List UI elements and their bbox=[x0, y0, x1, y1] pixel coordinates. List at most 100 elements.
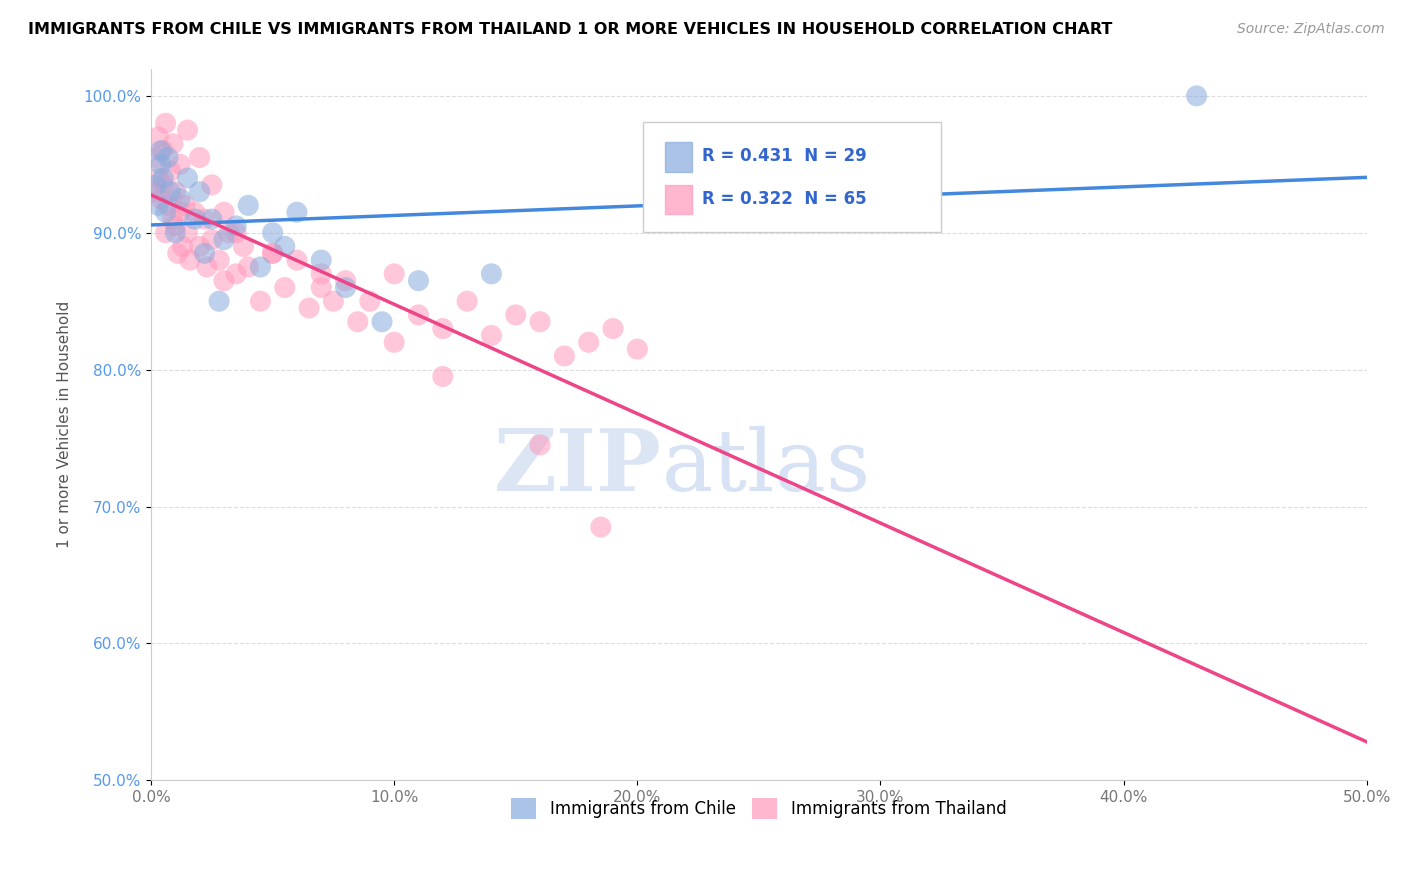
Point bbox=[578, 335, 600, 350]
Text: ZIP: ZIP bbox=[494, 425, 662, 509]
Point bbox=[201, 212, 224, 227]
Point bbox=[346, 315, 368, 329]
Point bbox=[176, 171, 198, 186]
Point bbox=[179, 253, 201, 268]
Point bbox=[371, 315, 394, 329]
Point bbox=[432, 369, 454, 384]
Point bbox=[285, 205, 308, 219]
Point bbox=[165, 185, 187, 199]
Point bbox=[238, 198, 260, 212]
Point bbox=[225, 267, 247, 281]
Point bbox=[285, 253, 308, 268]
Point bbox=[335, 280, 357, 294]
Point bbox=[169, 205, 191, 219]
Point bbox=[149, 157, 172, 171]
Point bbox=[152, 144, 174, 158]
Text: R = 0.322  N = 65: R = 0.322 N = 65 bbox=[702, 190, 866, 208]
Point bbox=[408, 308, 430, 322]
Point bbox=[602, 321, 624, 335]
Point bbox=[155, 205, 177, 219]
Y-axis label: 1 or more Vehicles in Household: 1 or more Vehicles in Household bbox=[58, 301, 72, 548]
Point bbox=[298, 301, 321, 315]
Point bbox=[309, 253, 332, 268]
Point bbox=[208, 294, 231, 309]
Point bbox=[201, 233, 224, 247]
Point bbox=[626, 342, 648, 356]
Point bbox=[262, 246, 284, 260]
Point bbox=[274, 280, 297, 294]
Point bbox=[201, 178, 224, 192]
Point bbox=[382, 267, 405, 281]
Point bbox=[262, 226, 284, 240]
Text: IMMIGRANTS FROM CHILE VS IMMIGRANTS FROM THAILAND 1 OR MORE VEHICLES IN HOUSEHOL: IMMIGRANTS FROM CHILE VS IMMIGRANTS FROM… bbox=[28, 22, 1112, 37]
Text: R = 0.431  N = 29: R = 0.431 N = 29 bbox=[702, 147, 866, 165]
Point bbox=[249, 260, 271, 274]
Bar bbox=[665, 142, 692, 172]
Point bbox=[188, 151, 211, 165]
Point bbox=[225, 226, 247, 240]
Text: atlas: atlas bbox=[662, 425, 870, 508]
Point bbox=[456, 294, 478, 309]
Point bbox=[589, 520, 612, 534]
Point bbox=[212, 233, 235, 247]
Point bbox=[262, 246, 284, 260]
Point bbox=[176, 226, 198, 240]
Point bbox=[162, 212, 184, 227]
Point bbox=[505, 308, 527, 322]
FancyBboxPatch shape bbox=[644, 122, 941, 232]
Text: Source: ZipAtlas.com: Source: ZipAtlas.com bbox=[1237, 22, 1385, 37]
Point bbox=[232, 239, 254, 253]
Point bbox=[309, 280, 332, 294]
Point bbox=[157, 151, 180, 165]
Point bbox=[529, 315, 551, 329]
Point bbox=[212, 274, 235, 288]
Point bbox=[274, 239, 297, 253]
Point bbox=[408, 274, 430, 288]
Point bbox=[225, 219, 247, 233]
Point bbox=[335, 274, 357, 288]
Point bbox=[432, 321, 454, 335]
Point bbox=[195, 260, 218, 274]
Point bbox=[238, 260, 260, 274]
Point bbox=[188, 239, 211, 253]
Point bbox=[481, 328, 503, 343]
Point bbox=[155, 226, 177, 240]
Point bbox=[145, 151, 167, 165]
Point bbox=[148, 171, 170, 186]
Point bbox=[165, 219, 187, 233]
Point bbox=[145, 178, 167, 192]
Point bbox=[218, 226, 240, 240]
Point bbox=[172, 239, 194, 253]
Point bbox=[208, 253, 231, 268]
Bar bbox=[665, 185, 692, 214]
Point bbox=[382, 335, 405, 350]
Point bbox=[193, 212, 215, 227]
Point bbox=[184, 205, 207, 219]
Point bbox=[322, 294, 344, 309]
Point bbox=[309, 267, 332, 281]
Point bbox=[188, 185, 211, 199]
Point bbox=[148, 130, 170, 145]
Point bbox=[169, 157, 191, 171]
Point bbox=[481, 267, 503, 281]
Point bbox=[152, 171, 174, 186]
Point bbox=[176, 123, 198, 137]
Point bbox=[529, 438, 551, 452]
Point bbox=[155, 116, 177, 130]
Point bbox=[149, 144, 172, 158]
Point bbox=[359, 294, 381, 309]
Point bbox=[193, 246, 215, 260]
Point bbox=[162, 136, 184, 151]
Point bbox=[159, 164, 181, 178]
Point bbox=[142, 185, 165, 199]
Point bbox=[166, 246, 188, 260]
Point bbox=[212, 205, 235, 219]
Point bbox=[148, 198, 170, 212]
Point bbox=[152, 178, 174, 192]
Point bbox=[174, 198, 197, 212]
Point bbox=[169, 192, 191, 206]
Point bbox=[553, 349, 575, 363]
Point bbox=[165, 226, 187, 240]
Point bbox=[159, 185, 181, 199]
Point bbox=[249, 294, 271, 309]
